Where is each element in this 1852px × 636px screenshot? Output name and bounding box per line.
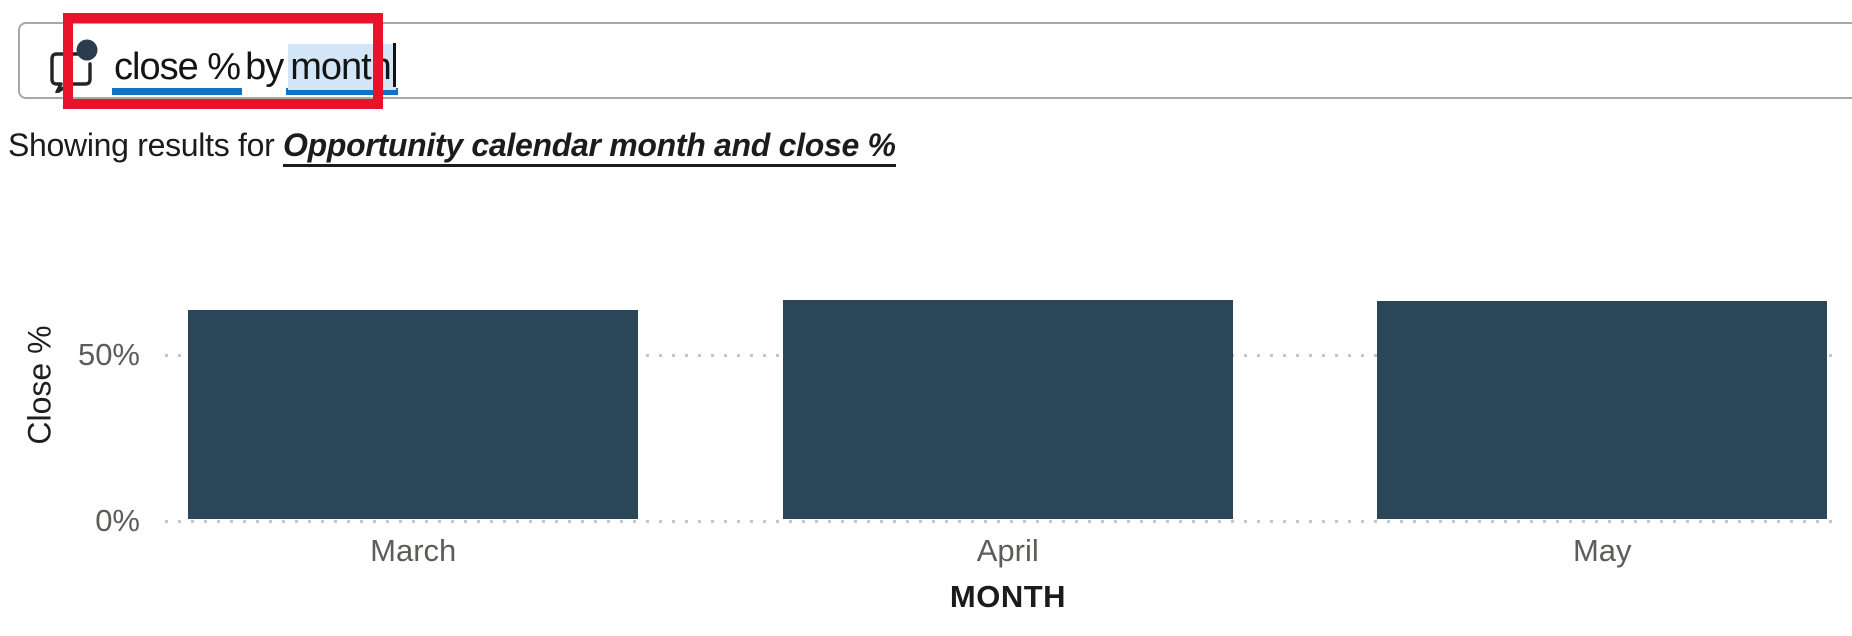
gridline-0% <box>165 520 1840 523</box>
bar-may[interactable] <box>1377 300 1828 519</box>
x-axis-title: MONTH <box>949 579 1067 614</box>
qna-comment-icon <box>50 39 98 93</box>
category-label-may: May <box>1572 533 1632 568</box>
bar-march[interactable] <box>188 309 639 519</box>
notification-dot <box>76 39 98 60</box>
selected-text-highlight: month <box>288 42 396 90</box>
y-tick-label: 50% <box>77 337 140 372</box>
category-label-april: April <box>976 533 1039 568</box>
qna-question-input[interactable]: close % by month <box>18 22 1852 99</box>
bar-april[interactable] <box>782 299 1233 519</box>
query-word-by[interactable]: by <box>245 45 284 88</box>
category-label-march: March <box>370 533 457 568</box>
text-cursor <box>392 42 396 87</box>
query-term-month[interactable]: month <box>286 42 398 95</box>
results-line: Showing results for Opportunity calendar… <box>8 127 896 167</box>
qna-query-text[interactable]: close % by month <box>112 42 398 95</box>
query-interpretation-link[interactable]: Opportunity calendar month and close % <box>283 127 896 167</box>
results-prefix: Showing results for <box>8 127 284 163</box>
query-term-close-pct[interactable]: close % <box>112 45 243 95</box>
y-tick-label: 0% <box>95 503 140 538</box>
